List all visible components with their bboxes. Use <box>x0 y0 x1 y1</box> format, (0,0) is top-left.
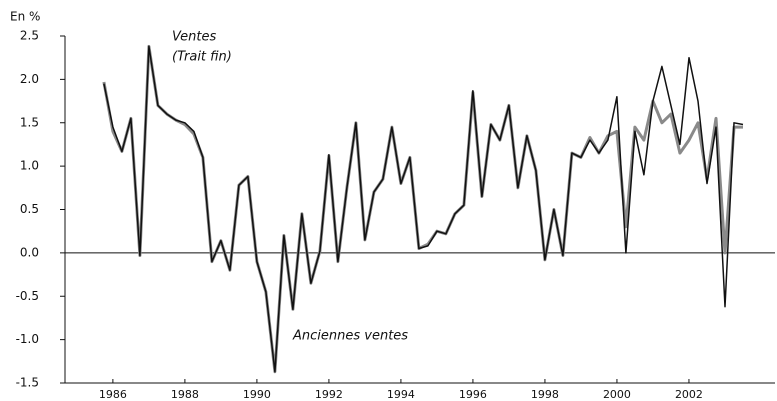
x-tick-label: 2002 <box>675 388 703 401</box>
annotation: (Trait fin) <box>172 50 232 65</box>
unit-label: En % <box>10 10 40 24</box>
series-line <box>103 45 744 373</box>
y-tick-label: 0.0 <box>20 245 39 259</box>
y-tick-label: -0.5 <box>16 289 39 303</box>
x-tick-label: 1994 <box>387 388 415 401</box>
y-tick-label: 1.5 <box>20 115 39 129</box>
y-tick-label: 2.0 <box>20 72 39 86</box>
x-tick-label: 1986 <box>99 388 127 401</box>
series-label: Ventes <box>172 30 216 45</box>
series-label: Anciennes ventes <box>292 329 408 344</box>
y-tick-label: 0.5 <box>20 202 39 216</box>
x-tick-label: 1996 <box>459 388 487 401</box>
y-tick-label: -1.0 <box>16 332 39 346</box>
x-tick-label: 1998 <box>531 388 559 401</box>
x-tick-label: 1992 <box>315 388 343 401</box>
y-tick-label: 1.0 <box>20 159 39 173</box>
x-tick-label: 1988 <box>171 388 199 401</box>
x-tick-label: 1990 <box>243 388 271 401</box>
series-line <box>102 44 743 374</box>
y-tick-label: -1.5 <box>16 376 39 390</box>
y-tick-label: 2.5 <box>20 29 39 43</box>
x-tick-label: 2000 <box>603 388 631 401</box>
